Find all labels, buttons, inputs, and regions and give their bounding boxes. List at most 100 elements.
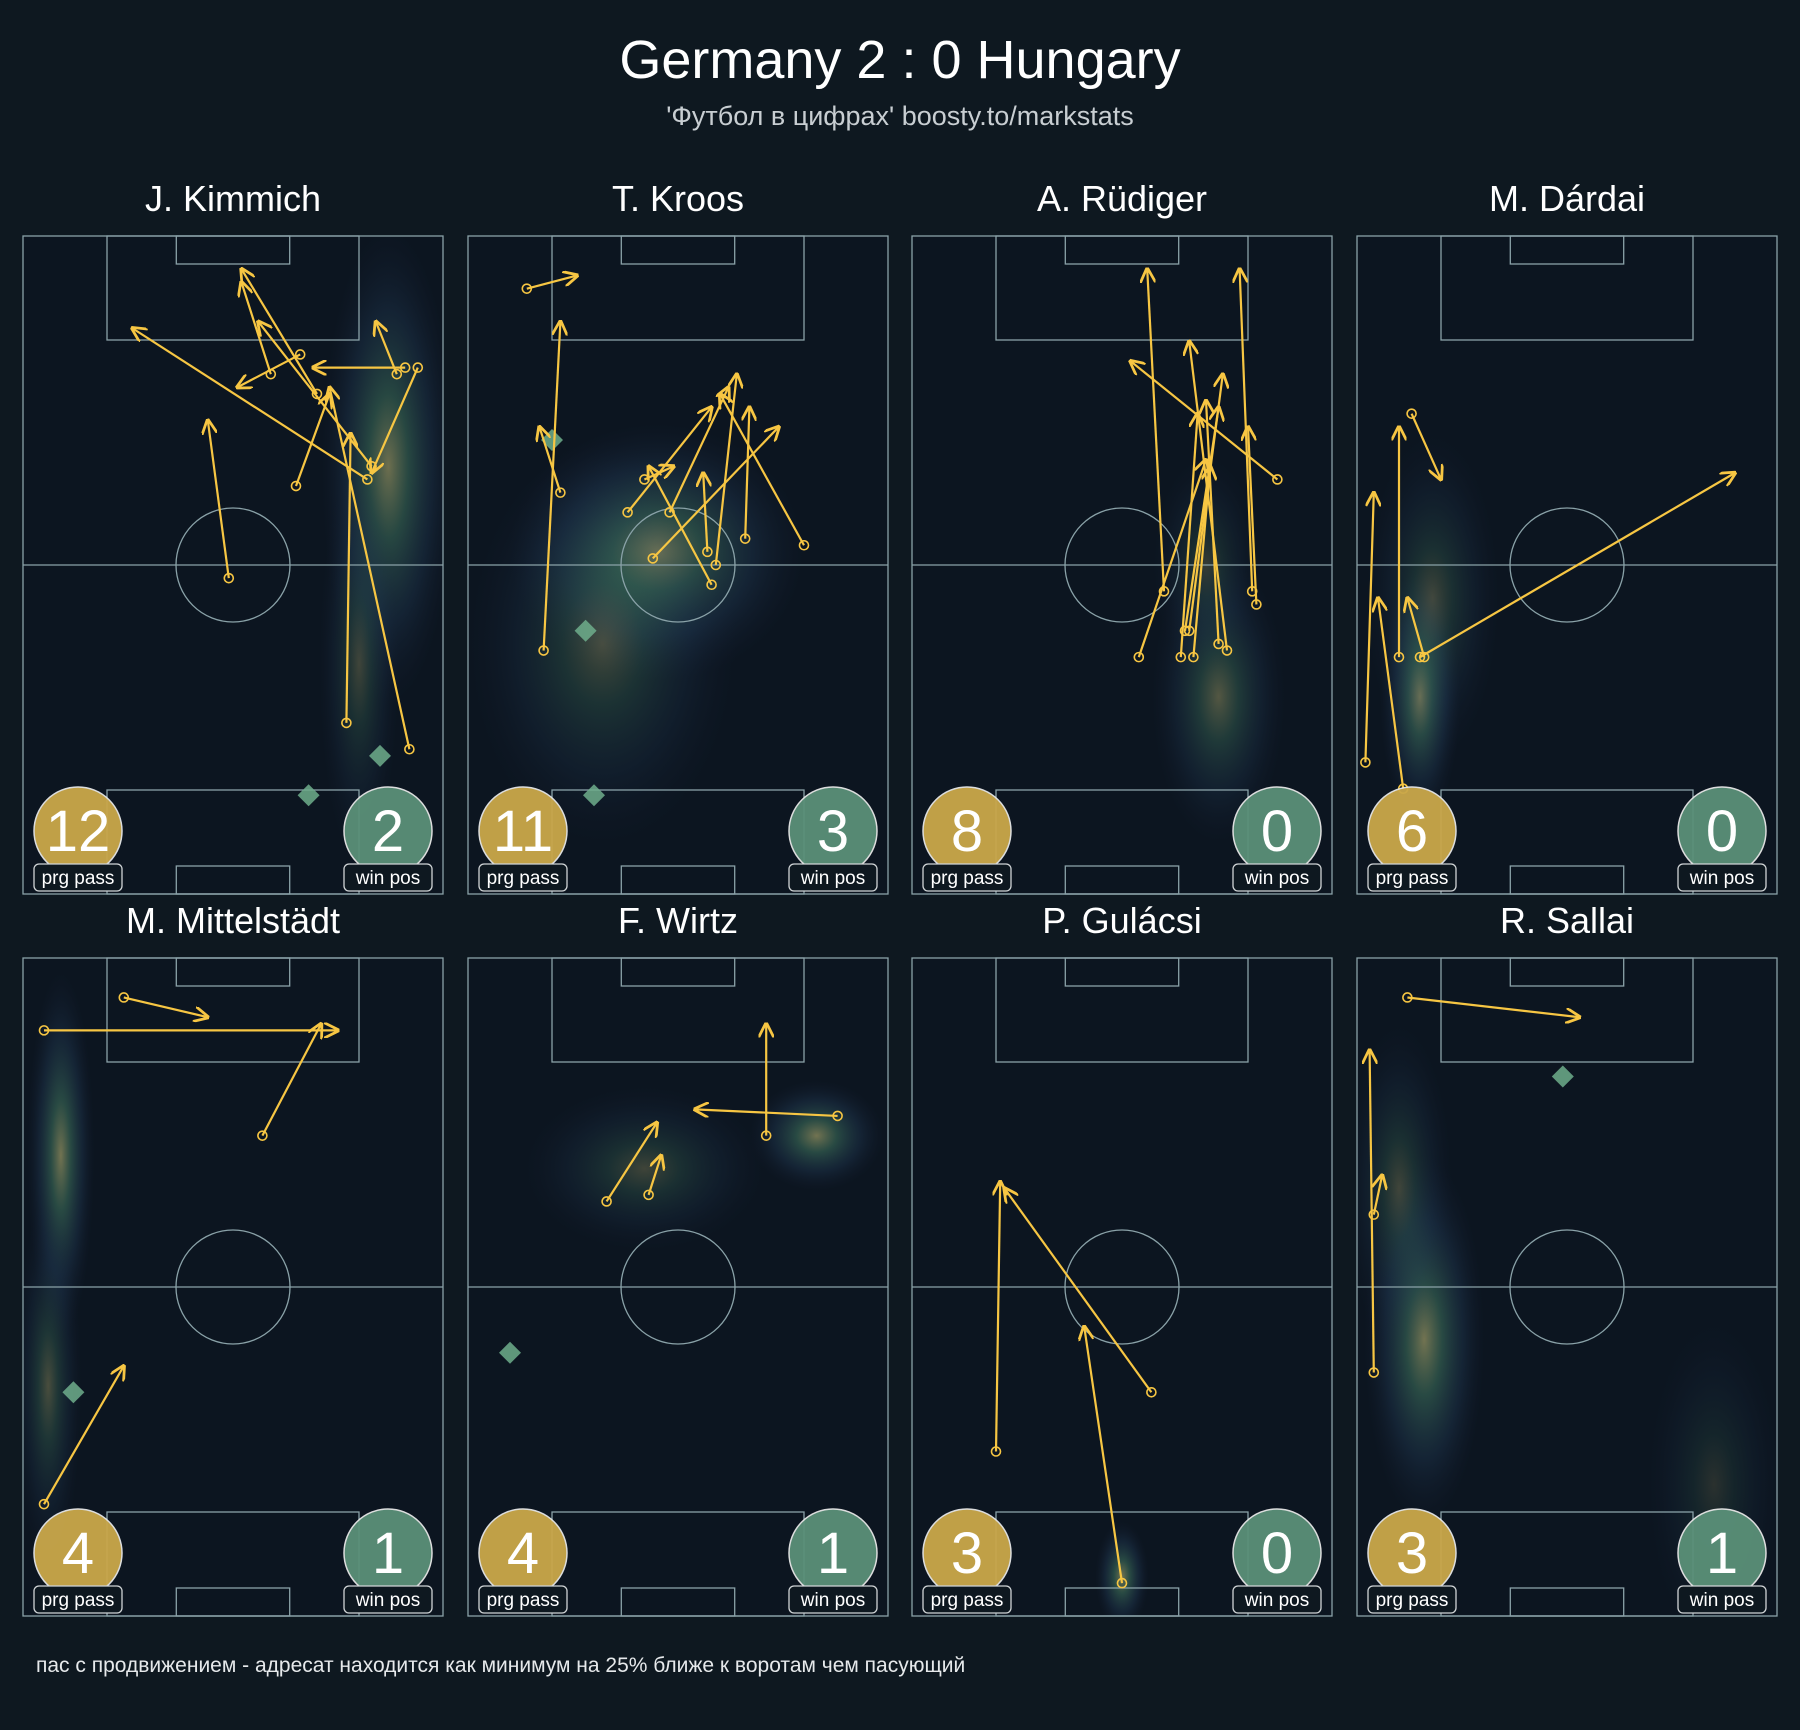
pass-arrow	[241, 269, 318, 395]
player-panel: M. Mittelstädt 4 prg pass 1 win pos	[22, 900, 444, 1617]
pass-arrow	[996, 1182, 1000, 1452]
pass-origin	[521, 283, 533, 294]
pass-origin	[1116, 1577, 1128, 1589]
pass-origin	[643, 1189, 654, 1201]
prg-pass-label-box	[478, 863, 568, 892]
heatmap	[523, 1080, 884, 1252]
win-position-marker	[499, 1341, 521, 1364]
pass-origin	[1418, 651, 1430, 663]
win-pos-label-box	[1677, 1585, 1767, 1614]
player-panel: A. Rüdiger 8 prg pass 0 win pos	[911, 178, 1333, 895]
player-name: T. Kroos	[612, 178, 744, 219]
player-name: M. Dárdai	[1489, 178, 1645, 219]
pass-arrow	[1206, 401, 1220, 645]
pass-arrow	[43, 1366, 124, 1505]
prg-pass-label-box	[922, 863, 1012, 892]
pass-arrow	[294, 394, 330, 487]
center-circle	[1064, 1229, 1180, 1345]
heat-blob	[468, 441, 737, 847]
pass-origin	[710, 559, 722, 571]
win-pos-label-box	[343, 863, 433, 892]
prg-pass-value: 3	[951, 1521, 983, 1586]
pass-arrow	[330, 387, 411, 750]
win-pos-label: win pos	[355, 868, 420, 889]
pass-arrow	[1374, 1175, 1382, 1215]
win-pos-label: win pos	[800, 868, 865, 889]
pass-arrow	[643, 466, 673, 481]
win-pos-value: 1	[372, 1521, 404, 1586]
center-circle	[175, 507, 291, 623]
prg-pass-value: 11	[493, 799, 553, 864]
pass-origin	[647, 553, 659, 564]
win-position-marker	[574, 619, 597, 642]
pass-origin	[622, 507, 633, 518]
win-pos-label-box	[1677, 863, 1767, 892]
prg-pass-label-box	[922, 1585, 1012, 1614]
center-circle	[620, 507, 736, 623]
bottom-six-yard-box	[620, 1587, 736, 1617]
win-pos-value: 0	[1261, 1521, 1293, 1586]
pass-origin	[1133, 651, 1145, 663]
win-pos-label: win pos	[355, 1590, 420, 1611]
pass-origin	[538, 645, 549, 656]
prg-pass-value: 4	[62, 1521, 94, 1586]
win-pos-label: win pos	[1244, 1590, 1309, 1611]
win-position-marker	[369, 744, 391, 767]
pass-origin	[1414, 651, 1426, 663]
pass-arrow	[237, 353, 301, 387]
win-pos-value: 2	[372, 799, 404, 864]
pass-origin	[311, 388, 323, 400]
top-six-yard-box	[620, 235, 736, 265]
pass-origin	[290, 480, 302, 492]
pass-arrow	[1364, 493, 1373, 763]
pass-origin	[341, 717, 352, 729]
pass-origin	[1368, 1209, 1380, 1220]
player-panel: F. Wirtz 4 prg pass 1 win pos	[467, 900, 889, 1617]
pass-arrow	[647, 1155, 662, 1196]
pass-origin	[760, 1130, 772, 1141]
player-panel: T. Kroos 11 prg pass 3 win pos	[467, 178, 889, 895]
pass-origin	[1183, 625, 1195, 637]
pass-origin	[990, 1446, 1002, 1457]
heat-blob	[1095, 1521, 1149, 1616]
center-circle	[175, 1229, 291, 1345]
win-pos-label: win pos	[800, 1590, 865, 1611]
prg-pass-label: prg pass	[42, 1590, 115, 1611]
pass-origin	[404, 743, 415, 755]
player-name: P. Gulácsi	[1042, 900, 1201, 941]
bottom-six-yard-box	[1064, 865, 1180, 895]
prg-pass-label: prg pass	[1376, 1590, 1449, 1611]
pass-origin	[257, 1130, 268, 1141]
prg-pass-value: 4	[507, 1521, 539, 1586]
pass-arrow	[1378, 598, 1405, 789]
bottom-six-yard-box	[1509, 1587, 1625, 1617]
player-name: R. Sallai	[1500, 900, 1634, 941]
pass-arrow	[652, 427, 779, 560]
pass-origin	[639, 474, 650, 485]
pass-arrow	[123, 996, 208, 1017]
center-circle	[1509, 1229, 1625, 1345]
player-name: J. Kimmich	[145, 178, 321, 219]
prg-pass-value: 3	[1396, 1521, 1428, 1586]
chart-subtitle: 'Футбол в цифрах' boosty.to/markstats	[666, 101, 1134, 131]
win-pos-label-box	[1232, 863, 1322, 892]
prg-pass-value: 12	[46, 799, 111, 864]
heatmap	[23, 971, 95, 1570]
pass-origin	[1360, 757, 1371, 768]
prg-pass-value: 8	[951, 799, 983, 864]
top-six-yard-box	[175, 235, 291, 265]
center-circle	[1509, 507, 1625, 623]
pass-origin	[38, 1498, 50, 1510]
footer-note: пас с продвижением - адресат находится к…	[36, 1654, 965, 1677]
prg-pass-label-box	[33, 863, 123, 892]
pass-origin	[1179, 625, 1191, 637]
pass-arrow	[703, 473, 707, 552]
center-circle	[620, 1229, 736, 1345]
center-circle	[1064, 507, 1180, 623]
pass-origin	[555, 487, 566, 498]
pass-arrow	[1084, 1326, 1124, 1584]
pass-arrow	[1407, 996, 1579, 1017]
prg-pass-label: prg pass	[931, 1590, 1004, 1611]
player-panel: J. Kimmich 12 prg pass 2 win pos	[22, 178, 444, 895]
